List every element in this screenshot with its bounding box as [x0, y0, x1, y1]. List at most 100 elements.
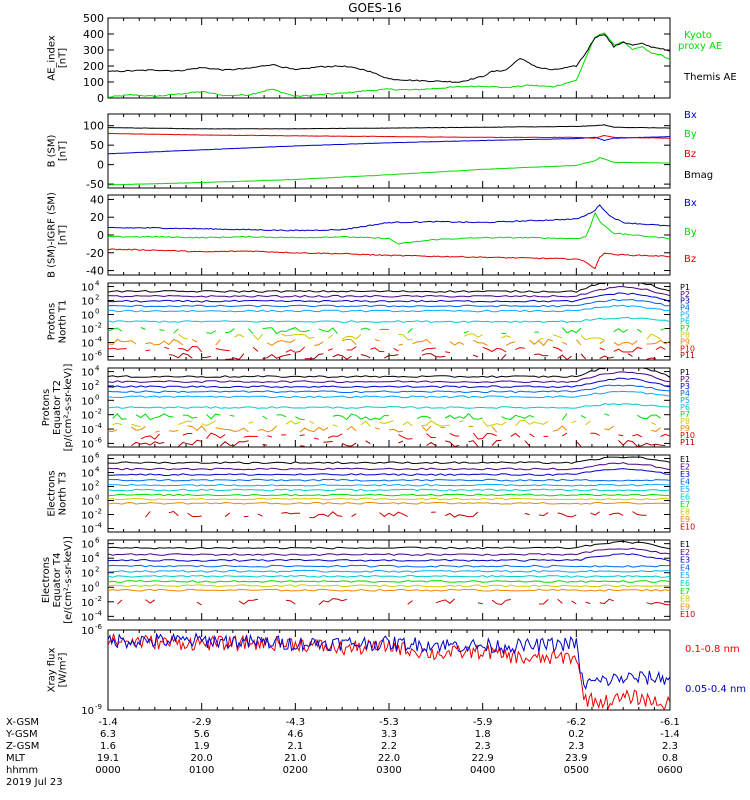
legend-entry: E4	[680, 563, 690, 572]
y-tick-label: 10	[81, 540, 94, 551]
series-line-p10	[140, 432, 670, 440]
axis-row-value: 0200	[283, 765, 308, 776]
axis-row-value: -5.3	[379, 717, 399, 728]
axis-row-value: 0300	[376, 765, 401, 776]
series-line-kyoto	[108, 32, 670, 98]
axis-row-label: Y-GSM	[5, 729, 38, 740]
legend-entry: E8	[680, 508, 690, 517]
y-axis-label: B (SM)-IGRF (SM)[nT]	[47, 192, 69, 278]
y-tick-exponent: 4	[95, 365, 100, 373]
y-tick-label: 400	[83, 28, 104, 41]
axis-row-value: -1.4	[660, 729, 680, 740]
y-axis-label: B (SM)[nT]	[47, 134, 69, 167]
y-tick-label: 10	[81, 325, 94, 336]
series-line-p8	[177, 333, 661, 341]
axis-row-value: 2.1	[287, 741, 303, 752]
axis-row-value: 1.6	[100, 741, 116, 752]
series-line-e8	[108, 584, 670, 588]
series-line-p11	[131, 439, 666, 447]
series-line-p10	[108, 345, 666, 354]
axis-row-value: 21.0	[284, 753, 306, 764]
panel-bsm: 100 50 0 -50 B (SM)[nT] Bx By Bz Bmag	[47, 110, 714, 191]
axis-row-value: 0400	[470, 765, 495, 776]
axis-row-value: 23.9	[565, 753, 587, 764]
series-line-by	[108, 156, 670, 186]
series-group	[108, 632, 670, 710]
y-tick-label: 0	[97, 159, 104, 172]
axis-row-value: -2.9	[192, 717, 212, 728]
axis-row-value: 3.3	[381, 729, 397, 740]
series-group	[108, 368, 670, 447]
axis-row-value: 5.6	[194, 729, 210, 740]
legend-entry: E9	[680, 602, 690, 611]
y-tick-label: -40	[86, 265, 104, 278]
y-tick-exponent: -6	[95, 436, 103, 444]
legend-entry: E3	[680, 470, 690, 479]
axis-row-value: 0500	[564, 765, 589, 776]
y-tick-label: 10	[81, 339, 94, 350]
series-line-p7	[108, 327, 666, 335]
panel-frame	[107, 454, 671, 533]
y-axis-label: ElectronsEquator T4[e/(cm²-s-sr-keV)]	[41, 536, 74, 624]
series-line-e7	[108, 493, 670, 497]
legend-entry: E10	[680, 610, 695, 619]
y-tick-label: 0	[97, 229, 104, 242]
y-tick-label: 10	[81, 483, 94, 494]
y-tick-exponent: 0	[95, 308, 99, 316]
axis-row-label: X-GSM	[6, 717, 39, 728]
legend-entry: P2	[680, 290, 690, 299]
y-tick-exponent: -2	[95, 322, 102, 330]
series-line-e5	[108, 569, 670, 573]
y-tick-label: 10	[81, 706, 94, 717]
chart-title: GOES-16	[348, 1, 402, 15]
y-tick-exponent: -4	[95, 336, 103, 344]
axis-row-value: -5.9	[473, 717, 493, 728]
legend-entry: E6	[680, 493, 690, 502]
axis-row-value: -4.3	[286, 717, 306, 728]
series-line-e9	[108, 501, 670, 505]
y-tick-exponent: 0	[95, 393, 99, 401]
legend-entry: P10	[680, 431, 695, 440]
y-axis-label: ElectronsNorth T3	[47, 470, 69, 516]
y-tick-exponent: 6	[95, 452, 100, 460]
y-tick-label: 10	[81, 455, 94, 466]
legend-entry: P6	[680, 317, 690, 326]
y-tick-exponent: -6	[95, 350, 103, 358]
series-line-p9	[108, 338, 670, 347]
series-line-e6	[108, 488, 670, 492]
y-tick-label: 100	[83, 76, 104, 89]
legend-entry: proxy AE	[678, 41, 722, 52]
legend-entry: P3	[680, 382, 690, 391]
axis-row-value: 6.3	[100, 729, 116, 740]
y-axis-label: Xray flux[W/m²]	[47, 648, 69, 693]
axis-row-value: -6.2	[567, 717, 587, 728]
x-axis-annotation: X-GSM -1.4 -2.9 -4.3 -5.3 -5.9 -6.2 -6.1 Y-GSM 6.…	[5, 717, 683, 788]
y-tick-exponent: 4	[95, 551, 100, 559]
y-tick-exponent: 0	[95, 580, 99, 588]
legend-entry: E1	[680, 540, 690, 549]
series-line-bz	[108, 248, 670, 270]
axis-row-value: 2.3	[662, 741, 678, 752]
legend-entry: E7	[680, 500, 690, 509]
y-tick-exponent: 4	[95, 280, 100, 288]
y-tick-label: 10	[81, 411, 94, 422]
y-tick-label: 10	[81, 368, 94, 379]
legend-entry: P8	[680, 417, 690, 426]
legend-entry: P10	[680, 344, 695, 353]
series-group	[108, 204, 670, 270]
y-tick-exponent: 2	[95, 379, 99, 387]
legend-entry: P7	[680, 410, 690, 419]
axis-row-value: 0600	[657, 765, 682, 776]
legend-entry: P11	[680, 438, 695, 447]
series-line-e2	[108, 462, 670, 471]
axis-row-value: 20.0	[191, 753, 213, 764]
axis-row-value: 0.8	[662, 753, 678, 764]
legend-entry: E5	[680, 571, 690, 580]
series-line-themis-ae	[108, 34, 670, 83]
legend-entry: E5	[680, 485, 690, 494]
series-line-e10	[145, 510, 647, 519]
y-tick-exponent: -2	[95, 408, 102, 416]
